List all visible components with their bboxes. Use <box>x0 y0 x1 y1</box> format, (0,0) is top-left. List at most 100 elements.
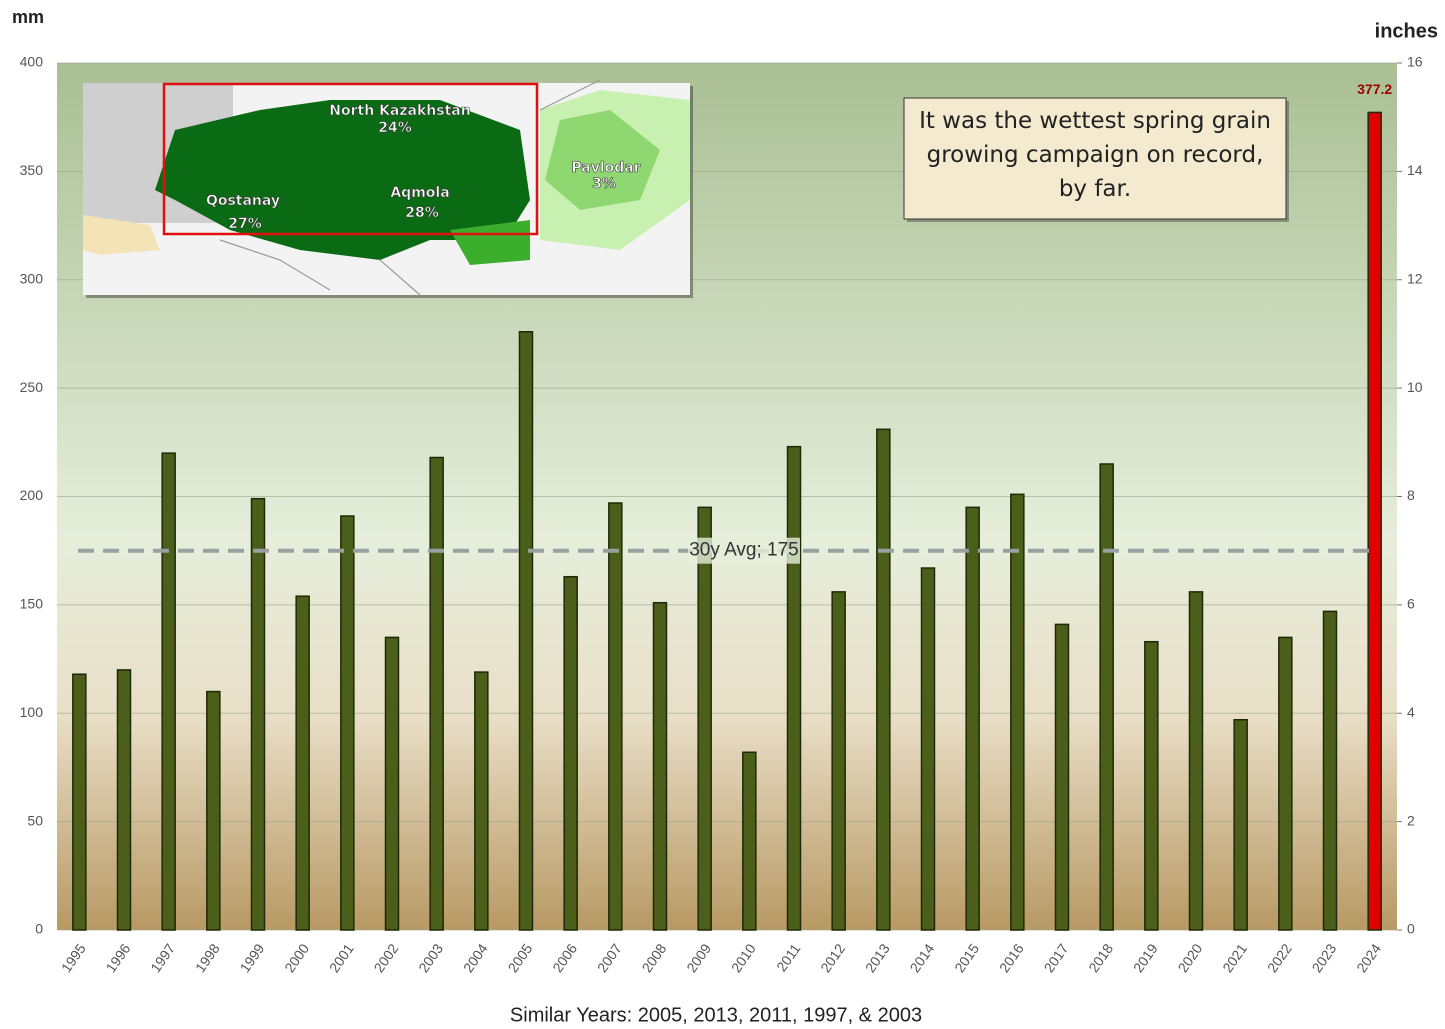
map-border <box>219 79 601 296</box>
x-tick-label: 1996 <box>103 941 134 976</box>
bar <box>429 456 444 931</box>
annotation-box: It was the wettest spring grain growing … <box>903 97 1289 222</box>
y-tick-label: 350 <box>20 162 44 178</box>
bar <box>1054 623 1070 931</box>
x-tick-label: 2012 <box>817 941 848 976</box>
bar <box>1322 610 1338 931</box>
map-region <box>545 110 660 210</box>
bar <box>250 497 266 931</box>
y2-tick-label: 6 <box>1407 596 1415 612</box>
x-tick-label: 2020 <box>1175 941 1206 976</box>
bar <box>965 506 980 931</box>
bar <box>1099 463 1114 931</box>
average-label: 30y Avg; 175 <box>689 540 799 561</box>
region-share: 27% <box>228 216 262 232</box>
x-tick-label: 2005 <box>505 941 536 976</box>
x-tick-label: 2002 <box>371 941 402 976</box>
bar <box>786 445 802 931</box>
x-tick-label: 2010 <box>728 941 759 976</box>
bar <box>1144 640 1159 931</box>
x-tick-label: 2000 <box>281 941 312 976</box>
bar <box>72 673 87 931</box>
y2-tick-label: 0 <box>1407 921 1415 937</box>
y-tick-label: 100 <box>20 704 44 720</box>
y-axis-label: mm <box>12 7 44 27</box>
y-tick-label: 200 <box>20 487 44 503</box>
bar <box>1010 493 1025 931</box>
bar <box>652 601 668 931</box>
bar <box>518 331 534 931</box>
data-label: 377.2 <box>1357 81 1392 97</box>
x-tick-label: 2007 <box>594 941 625 976</box>
x-tick-label: 1998 <box>192 941 223 976</box>
x-tick-label: 1999 <box>237 941 268 976</box>
x-tick-label: 2008 <box>639 941 670 976</box>
region-share: 28% <box>405 205 439 221</box>
x-tick-label: 2001 <box>326 941 357 976</box>
region-name: Qostanay <box>206 193 280 209</box>
y-tick-label: 400 <box>20 54 44 70</box>
y2-axis-label: inches <box>1375 20 1438 42</box>
x-tick-label: 1997 <box>147 941 178 976</box>
bar <box>608 502 623 931</box>
x-axis-label: Similar Years: 2005, 2013, 2011, 1997, &… <box>510 1004 922 1026</box>
x-tick-label: 2015 <box>951 941 982 976</box>
x-tick-label: 1995 <box>58 941 89 976</box>
bar <box>563 575 578 931</box>
y-tick-label: 0 <box>35 921 43 937</box>
region-name: Aqmola <box>390 185 449 201</box>
bar <box>876 428 891 931</box>
x-tick-label: 2009 <box>683 941 714 976</box>
map-region <box>450 220 530 265</box>
y2-tick-label: 8 <box>1407 487 1415 503</box>
bar <box>697 506 712 931</box>
y2-tick-label: 16 <box>1407 54 1423 70</box>
x-tick-label: 2013 <box>862 941 893 976</box>
bar <box>116 669 132 931</box>
annotation-background <box>903 97 1287 220</box>
bar <box>206 690 221 931</box>
y-tick-label: 50 <box>27 812 43 828</box>
y2-tick-label: 10 <box>1407 379 1423 395</box>
x-tick-label: 2017 <box>1041 941 1072 976</box>
x-tick-label: 2022 <box>1264 941 1295 976</box>
bar <box>384 636 400 931</box>
y-tick-label: 250 <box>20 379 44 395</box>
x-tick-label: 2023 <box>1309 941 1340 976</box>
y2-tick-label: 12 <box>1407 270 1423 286</box>
x-tick-label: 2024 <box>1353 941 1384 976</box>
map-region <box>155 100 530 260</box>
x-tick-label: 2018 <box>1085 941 1116 976</box>
y2-tick-label: 4 <box>1407 704 1415 720</box>
y2-tick-label: 2 <box>1407 812 1415 828</box>
bar <box>1278 636 1293 931</box>
map-region <box>83 215 160 255</box>
annotation-wrap: It was the wettest spring grain growing … <box>919 108 1271 202</box>
region-name: North Kazakhstan <box>329 103 470 119</box>
y2-tick-label: 14 <box>1407 162 1423 178</box>
y-tick-label: 150 <box>20 596 44 612</box>
x-tick-label: 2014 <box>907 941 938 976</box>
y-tick-label: 300 <box>20 270 44 286</box>
bar <box>1233 719 1248 931</box>
bar <box>340 515 355 931</box>
bar <box>1367 111 1382 931</box>
x-tick-label: 2019 <box>1130 941 1161 976</box>
bar <box>831 591 846 931</box>
region-share: 3% <box>592 176 616 192</box>
bar <box>295 595 310 931</box>
region-share: 24% <box>378 120 412 136</box>
x-tick-label: 2003 <box>415 941 446 976</box>
x-tick-label: 2011 <box>773 940 803 974</box>
bar <box>1188 591 1204 931</box>
inset-highlight <box>162 82 539 236</box>
average-label-bg <box>688 537 800 564</box>
x-tick-label: 2004 <box>460 941 491 976</box>
annotation: It was the wettest spring grain growing … <box>919 108 1271 202</box>
x-tick-label: 2006 <box>549 941 580 976</box>
bar <box>742 751 757 931</box>
x-tick-label: 2016 <box>996 941 1027 976</box>
bar <box>161 452 176 931</box>
x-tick-label: 2021 <box>1219 941 1250 976</box>
